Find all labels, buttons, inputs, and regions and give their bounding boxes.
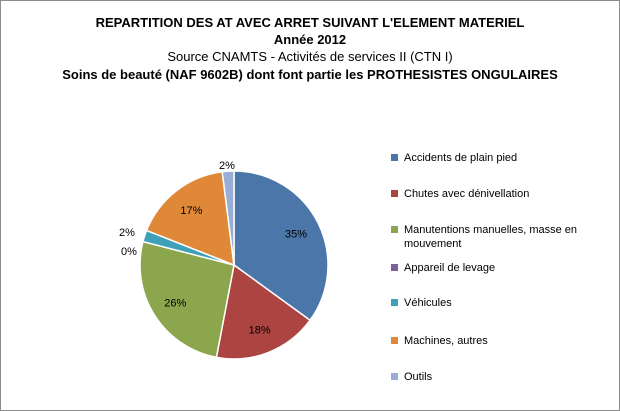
chart-subtitle-year: Année 2012 bbox=[273, 32, 347, 47]
legend-label: Appareil de levage bbox=[404, 262, 496, 274]
data-label-2: 26% bbox=[164, 297, 186, 309]
legend-label: Manutentions manuelles, masse en mouveme… bbox=[404, 224, 578, 250]
legend-label: Chutes avec dénivellation bbox=[404, 188, 530, 200]
pie-slice-6 bbox=[221, 170, 235, 266]
pie-slice-5 bbox=[145, 170, 235, 267]
legend-swatch bbox=[391, 226, 398, 233]
pie-slices bbox=[139, 170, 329, 360]
chart-title: REPARTITION DES AT AVEC ARRET SUIVANT L'… bbox=[95, 15, 525, 30]
pie-slice-0 bbox=[233, 170, 329, 322]
legend-swatch bbox=[391, 264, 398, 271]
pie-data-labels: 35% 18% 26% 0% 2% 17% 2% bbox=[119, 160, 307, 337]
legend-label: Accidents de plain pied bbox=[404, 152, 518, 164]
legend-swatch bbox=[391, 299, 398, 306]
legend-swatch bbox=[391, 154, 398, 161]
data-label-4: 2% bbox=[119, 227, 135, 239]
legend-swatch bbox=[391, 190, 398, 197]
data-label-0: 35% bbox=[285, 228, 307, 240]
data-label-1: 18% bbox=[249, 325, 271, 337]
pie-slice-1 bbox=[215, 263, 312, 360]
chart-subtitle-sector: Soins de beauté (NAF 9602B) dont font pa… bbox=[62, 67, 558, 82]
pie-slice-2 bbox=[139, 240, 235, 359]
chart-subtitle-source: Source CNAMTS - Activités de services II… bbox=[167, 49, 453, 64]
legend-label: Machines, autres bbox=[404, 335, 488, 347]
legend-label: Véhicules bbox=[404, 297, 452, 309]
legend-swatch bbox=[391, 373, 398, 380]
data-label-6: 2% bbox=[219, 160, 235, 172]
data-label-3: 0% bbox=[121, 246, 137, 258]
legend-swatch bbox=[391, 337, 398, 344]
legend-label: Outils bbox=[404, 371, 433, 383]
data-label-5: 17% bbox=[180, 205, 202, 217]
